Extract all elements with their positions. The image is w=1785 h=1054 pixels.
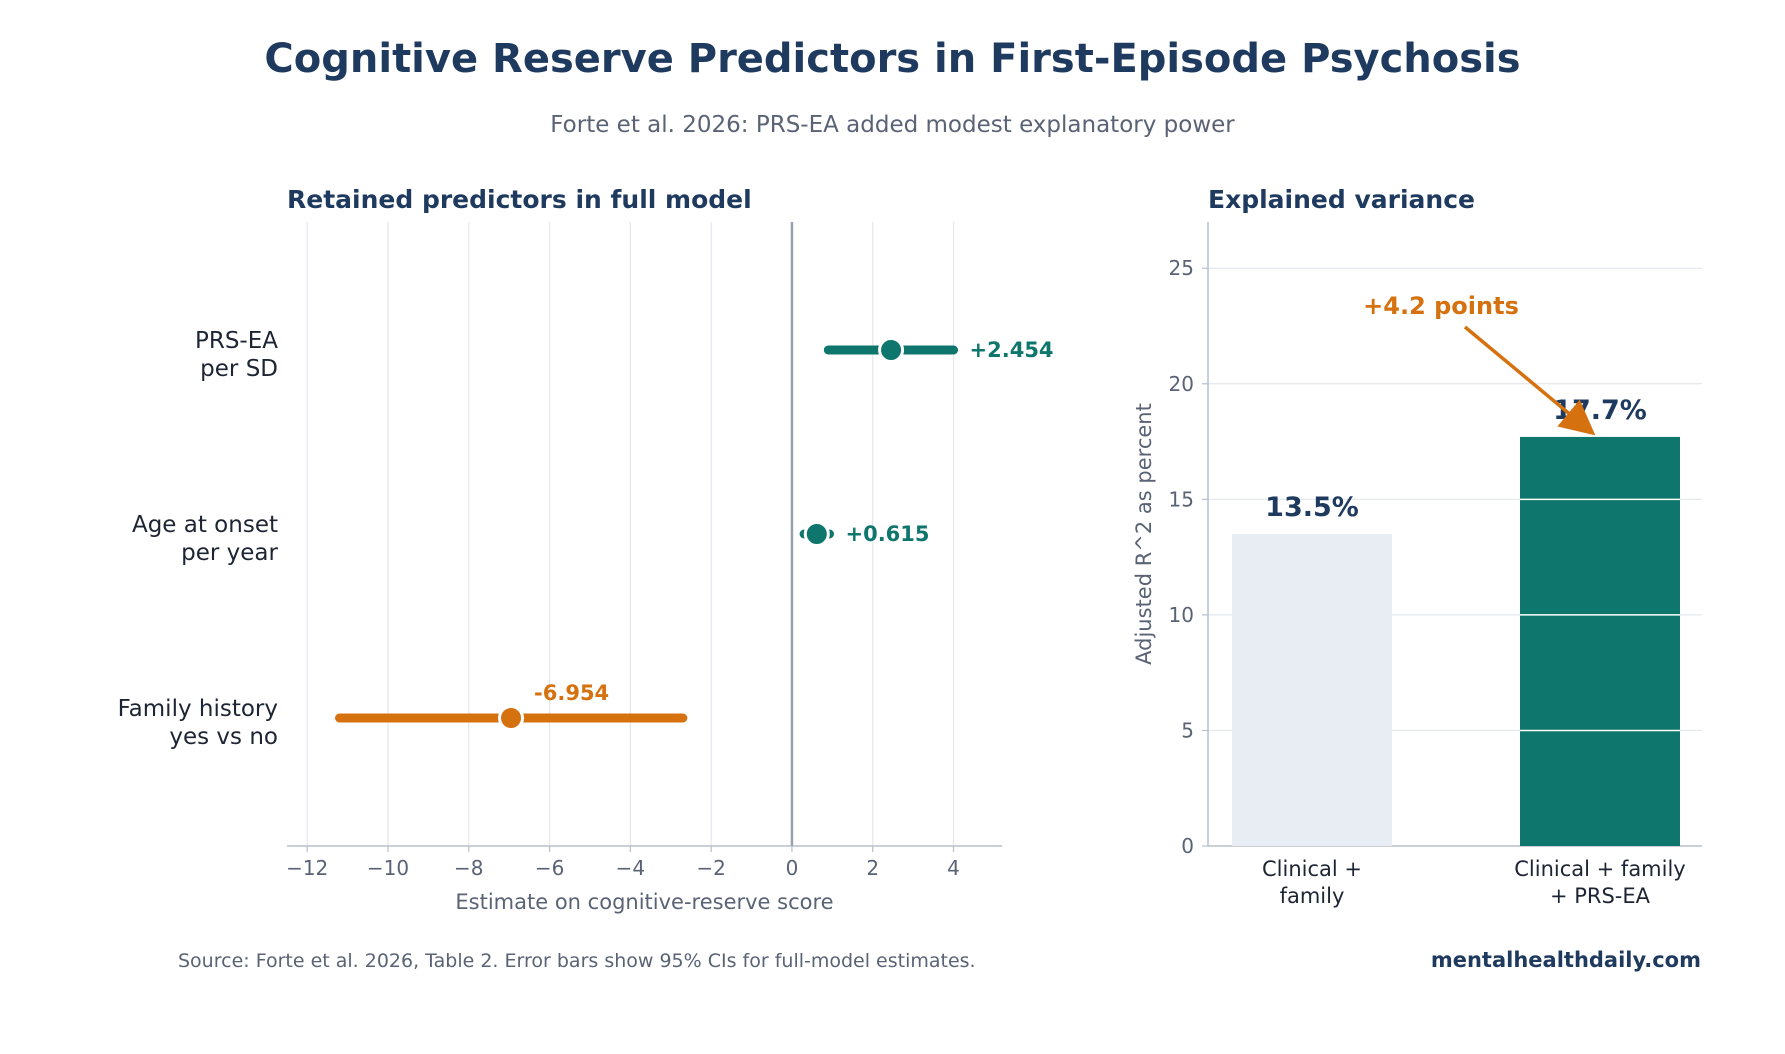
forest-tick-label: −10	[367, 856, 409, 880]
annotation-label: +4.2 points	[1363, 292, 1519, 320]
point-estimate	[878, 337, 905, 363]
point-estimate	[498, 705, 525, 731]
chart-title: Cognitive Reserve Predictors in First-Ep…	[264, 36, 1521, 82]
y-tick-label: 10	[1169, 603, 1194, 627]
footer-source: Source: Forte et al. 2026, Table 2. Erro…	[178, 950, 976, 972]
forest-tick-label: 4	[947, 856, 960, 880]
y-tick-label: 25	[1169, 256, 1194, 280]
predictor-label: Age at onset	[132, 512, 278, 538]
bar-category-label-sub: + PRS-EA	[1550, 884, 1651, 908]
variance-bar	[1520, 436, 1680, 846]
bar-category-label: Clinical + family	[1514, 857, 1686, 881]
variance-bar	[1232, 534, 1392, 846]
forest-tick-label: −4	[616, 856, 645, 880]
bar-chart-title: Explained variance	[1208, 185, 1475, 214]
point-estimate	[803, 521, 830, 547]
forest-title: Retained predictors in full model	[287, 185, 752, 214]
bar-category-label-sub: family	[1280, 884, 1345, 908]
forest-tick-label: −12	[286, 856, 328, 880]
bar-y-axis-label: Adjusted R^2 as percent	[1132, 403, 1156, 665]
predictor-label-sub: per SD	[200, 356, 278, 382]
estimate-value-label: -6.954	[534, 681, 609, 705]
forest-tick-label: 0	[786, 856, 799, 880]
estimate-value-label: +2.454	[970, 338, 1054, 362]
y-tick-label: 5	[1181, 718, 1194, 742]
estimate-value-label: +0.615	[846, 522, 930, 546]
forest-tick-label: −6	[535, 856, 564, 880]
predictor-label: PRS-EA	[195, 328, 278, 354]
bar-value-label: 13.5%	[1265, 492, 1359, 523]
predictor-label: Family history	[118, 696, 278, 722]
y-tick-label: 15	[1169, 487, 1194, 511]
forest-tick-label: −8	[454, 856, 483, 880]
y-tick-label: 20	[1169, 372, 1194, 396]
y-tick-label: 0	[1181, 834, 1194, 858]
forest-tick-label: −2	[696, 856, 725, 880]
footer-site: mentalhealthdaily.com	[1430, 948, 1701, 972]
bar-category-label: Clinical +	[1262, 857, 1362, 881]
predictor-label-sub: per year	[181, 540, 278, 566]
predictor-label-sub: yes vs no	[169, 724, 278, 750]
chart-subtitle: Forte et al. 2026: PRS-EA added modest e…	[550, 112, 1235, 138]
annotation-arrow	[1463, 325, 1596, 436]
forest-tick-label: 2	[866, 856, 879, 880]
forest-x-axis-label: Estimate on cognitive-reserve score	[455, 890, 833, 914]
